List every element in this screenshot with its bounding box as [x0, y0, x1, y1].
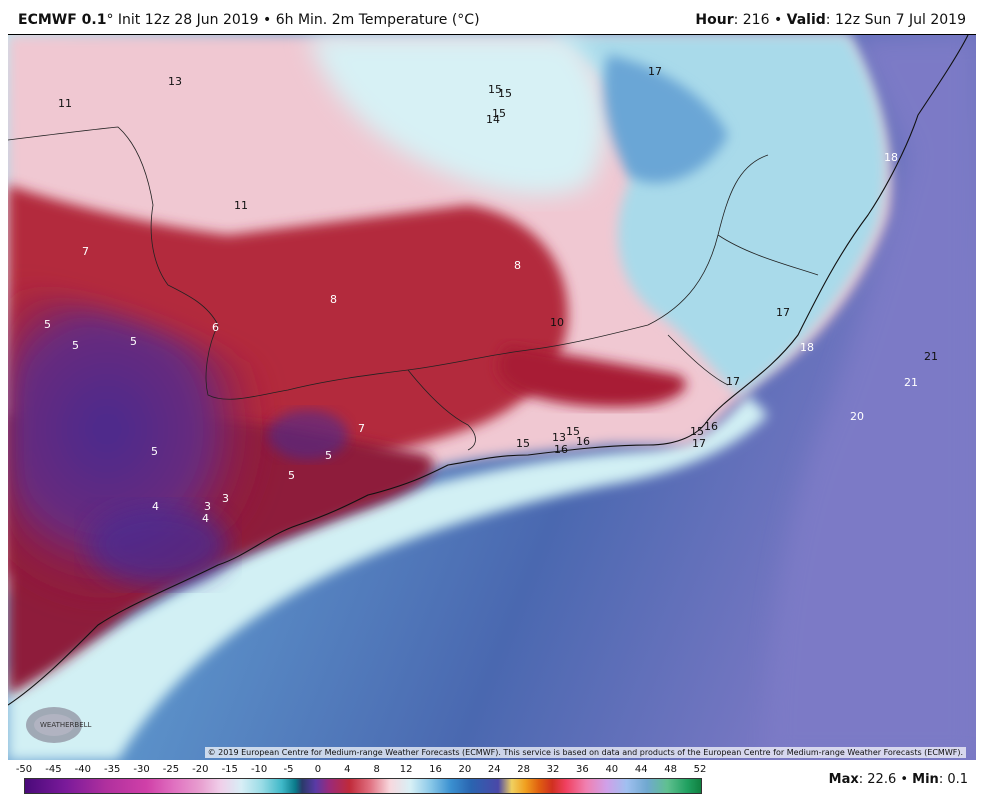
- legend-tick: -30: [133, 764, 150, 775]
- map-header: ECMWF 0.1° Init 12z 28 Jun 2019 • 6h Min…: [0, 0, 984, 34]
- legend-tick: -10: [250, 764, 268, 775]
- point-value: 15: [498, 87, 512, 100]
- legend-tick: 8: [373, 764, 380, 775]
- point-value: 21: [904, 376, 918, 389]
- point-value: 5: [325, 449, 332, 462]
- valid-time: Hour: 216 • Valid: 12z Sun 7 Jul 2019: [695, 12, 966, 28]
- point-value: 15: [516, 437, 530, 450]
- hour-value: : 216 •: [733, 12, 787, 28]
- point-value: 17: [726, 375, 740, 388]
- point-value: 6: [212, 321, 219, 334]
- point-value: 13: [168, 75, 182, 88]
- legend-tick: 40: [605, 764, 619, 775]
- state-border-2: [407, 369, 476, 451]
- max-label: Max: [828, 772, 859, 787]
- state-border-4: [667, 334, 729, 386]
- point-value: 15: [566, 425, 580, 438]
- point-value: 21: [924, 350, 938, 363]
- point-value: 18: [800, 341, 814, 354]
- copyright-notice: © 2019 European Centre for Medium-range …: [204, 747, 966, 758]
- land-red-east: [497, 345, 687, 407]
- max-value: : 22.6 •: [858, 772, 913, 787]
- temperature-map[interactable]: 13 11 15 15 15 14 17 18 11 7 8 10 8 6 5 …: [8, 34, 976, 760]
- point-value: 7: [82, 245, 89, 258]
- legend-tick: -25: [162, 764, 180, 775]
- point-value: 8: [514, 259, 521, 272]
- max-min-readout: Max: 22.6 • Min: 0.1: [829, 772, 968, 787]
- point-value: 5: [72, 339, 79, 352]
- point-value: 13: [552, 431, 566, 444]
- value-labels: 13 11 15 15 15 14 17 18 11 7 8 10 8 6 5 …: [44, 65, 938, 525]
- point-value: 20: [850, 410, 864, 423]
- min-value: : 0.1: [938, 772, 968, 787]
- legend-tick: -50: [15, 764, 33, 775]
- legend-tick: 52: [693, 764, 707, 775]
- legend-tick: 20: [458, 764, 472, 775]
- weatherbell-logo: WEATHERBELL: [26, 707, 92, 743]
- point-value: 4: [152, 500, 159, 513]
- state-border-1: [8, 126, 769, 400]
- legend-tick: -40: [74, 764, 91, 775]
- map-title: ECMWF 0.1° Init 12z 28 Jun 2019 • 6h Min…: [18, 12, 480, 28]
- point-value: 5: [151, 445, 158, 458]
- init-info: ° Init 12z 28 Jun 2019 • 6h Min. 2m Temp…: [106, 12, 480, 28]
- point-value: 5: [288, 469, 295, 482]
- cold-pocket-2: [268, 410, 348, 460]
- cold-pocket: [88, 505, 228, 585]
- legend-tick: -35: [104, 764, 121, 775]
- point-value: 15: [690, 425, 704, 438]
- legend-ticks: -50 -45 -40 -35 -30 -25 -20 -15 -10 -5 0 4 8 12 16 20 24…: [10, 764, 710, 776]
- map-canvas: 13 11 15 15 15 14 17 18 11 7 8 10 8 6 5 …: [8, 35, 976, 760]
- logo-text: WEATHERBELL: [40, 721, 92, 729]
- color-legend: -50 -45 -40 -35 -30 -25 -20 -15 -10 -5 0 4 8 12 16 20 24…: [10, 762, 710, 808]
- point-value: 8: [330, 293, 337, 306]
- legend-tick: -45: [45, 764, 62, 775]
- legend-tick: 44: [634, 764, 648, 775]
- coastal-cyan-band: [8, 395, 768, 760]
- legend-tick: 16: [429, 764, 442, 775]
- point-value: 17: [692, 437, 706, 450]
- point-value: 5: [130, 335, 137, 348]
- point-value: 5: [44, 318, 51, 331]
- point-value: 7: [358, 422, 365, 435]
- point-value: 14: [486, 113, 500, 126]
- legend-tick: 28: [517, 764, 531, 775]
- point-value: 15: [492, 107, 506, 120]
- point-value: 3: [204, 500, 211, 513]
- far-ocean-violet: [768, 35, 976, 760]
- point-value: 10: [550, 316, 564, 329]
- point-value: 15: [488, 83, 502, 96]
- min-label: Min: [912, 772, 939, 787]
- legend-tick: 48: [664, 764, 677, 775]
- land-north-cyan: [308, 35, 606, 196]
- point-value: 16: [576, 435, 590, 448]
- legend-tick: -5: [283, 764, 294, 775]
- legend-tick: 0: [314, 764, 322, 775]
- point-value: 16: [554, 443, 568, 456]
- point-value: 18: [884, 151, 898, 164]
- point-value: 17: [776, 306, 790, 319]
- point-value: 4: [202, 512, 209, 525]
- model-name: ECMWF 0.1: [18, 12, 107, 28]
- coastline: [8, 35, 969, 706]
- point-value: 17: [648, 65, 662, 78]
- legend-tick: -15: [221, 764, 238, 775]
- legend-tick: 32: [546, 764, 560, 775]
- valid-value: : 12z Sun 7 Jul 2019: [825, 12, 966, 28]
- point-value: 16: [704, 420, 718, 433]
- legend-tick: -20: [192, 764, 209, 775]
- point-value: 11: [58, 97, 72, 110]
- point-value: 3: [222, 492, 229, 505]
- legend-tick: 4: [344, 764, 351, 775]
- legend-color-bar: [24, 778, 702, 794]
- legend-tick: 12: [399, 764, 413, 775]
- valid-label: Valid: [786, 12, 826, 28]
- legend-tick: 36: [576, 764, 589, 775]
- state-border-3: [717, 234, 819, 276]
- point-value: 11: [234, 199, 248, 212]
- legend-tick: 24: [487, 764, 501, 775]
- land-upper-blue: [604, 55, 728, 183]
- hour-label: Hour: [695, 12, 734, 28]
